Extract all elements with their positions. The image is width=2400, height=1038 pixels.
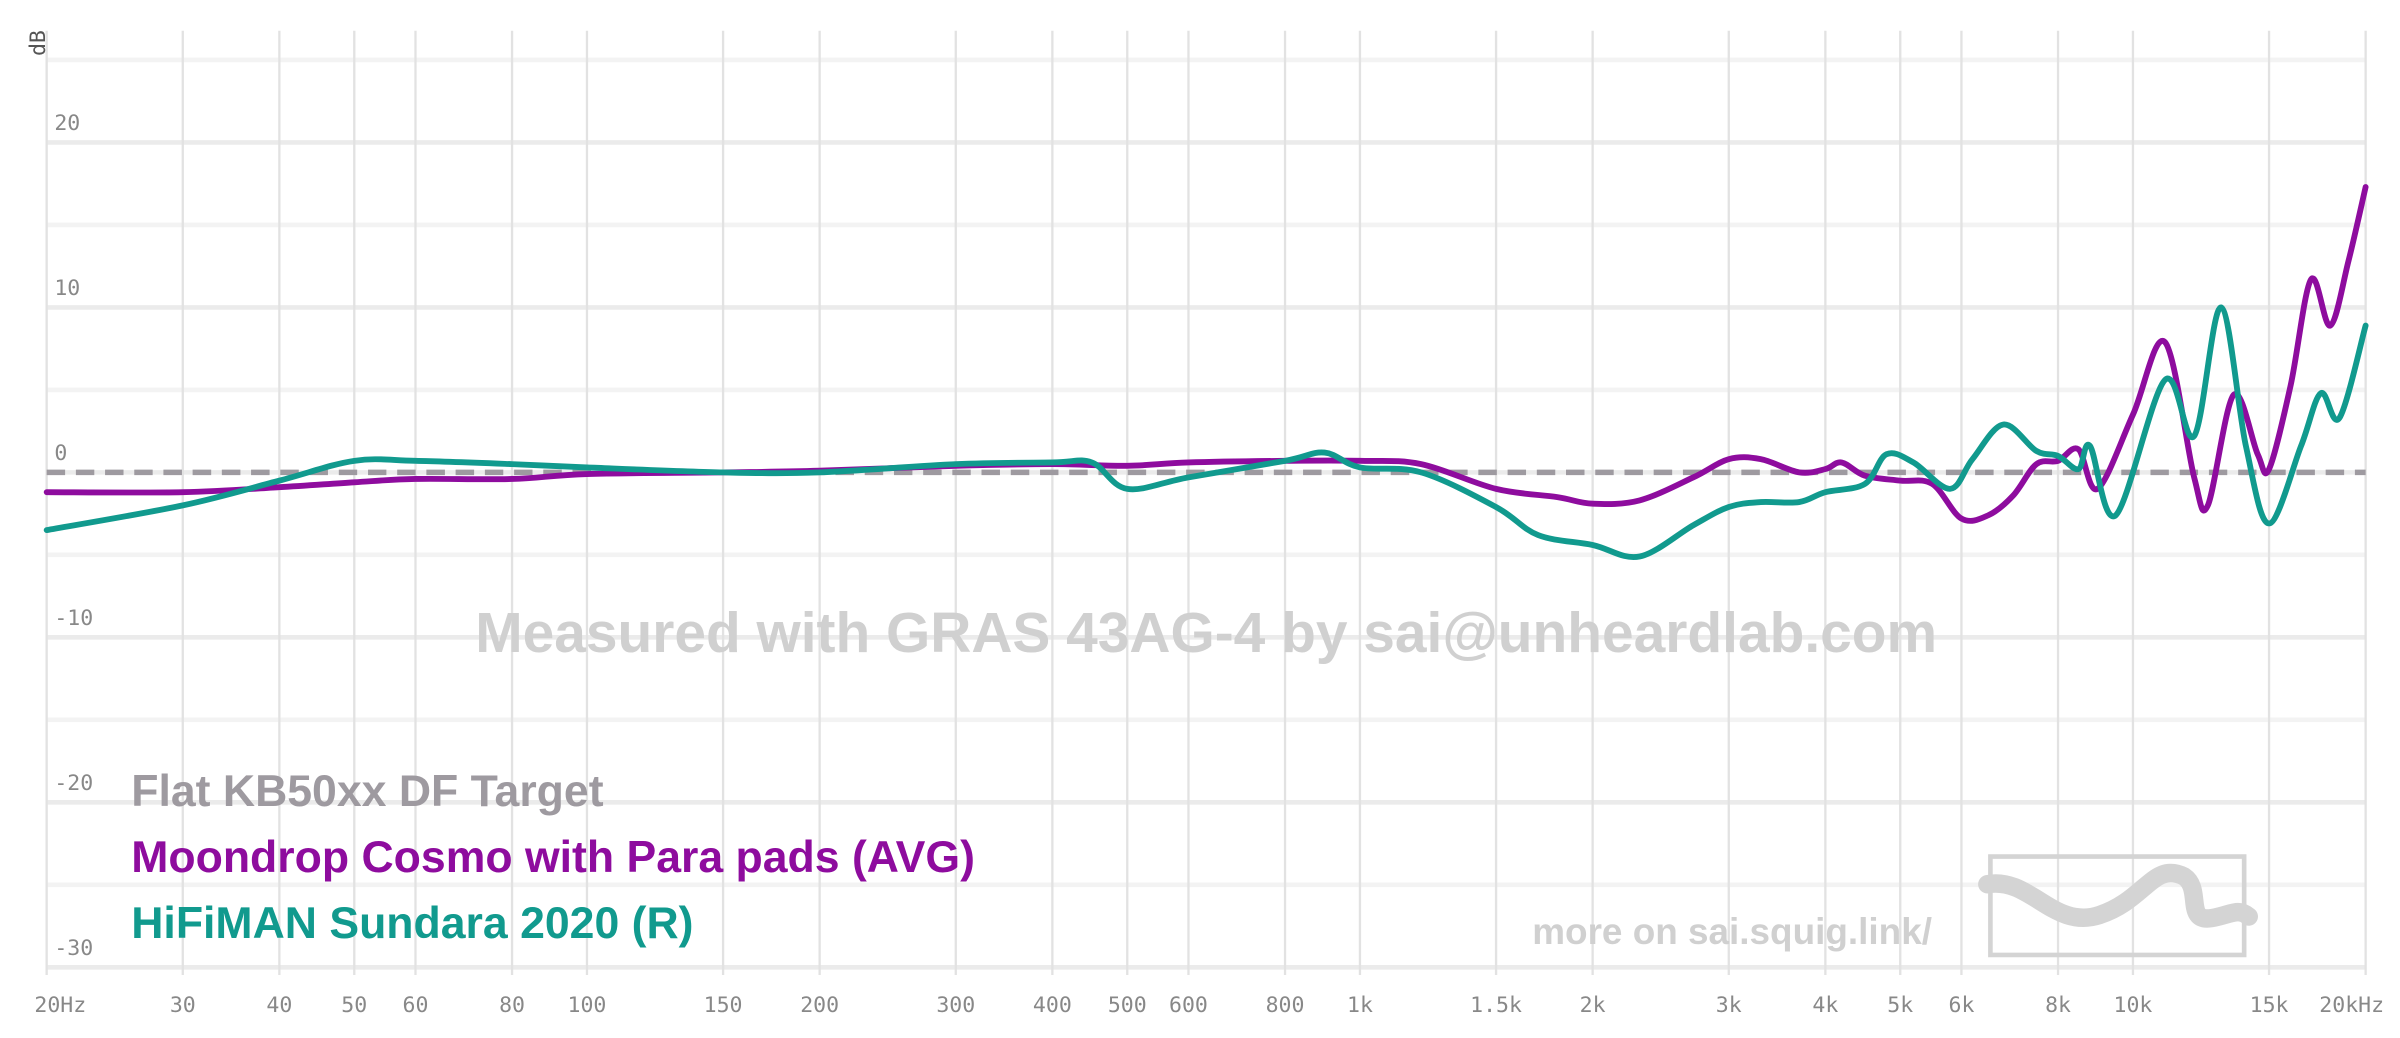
- lines: [43, 184, 2369, 561]
- series-line: [43, 304, 2369, 561]
- legend-entry: Flat KB50xx DF Target: [131, 767, 603, 816]
- x-tick-label: 80: [499, 993, 525, 1018]
- x-tick-label: 10k: [2114, 993, 2153, 1018]
- x-tick-label: 2k: [1580, 993, 1606, 1018]
- x-tick-label: 800: [1266, 993, 1305, 1018]
- x-tick-label: 50: [341, 993, 367, 1018]
- legend: Flat KB50xx DF Target Moondrop Cosmo with…: [131, 767, 975, 948]
- x-tick-label: 8k: [2045, 993, 2071, 1018]
- logo-squiggle: [1978, 863, 2258, 928]
- x-tick-label: 6k: [1948, 993, 1974, 1018]
- x-tick-label: 40: [266, 993, 292, 1018]
- grid: [45, 30, 2367, 975]
- y-tick-label: 10: [54, 276, 80, 301]
- x-tick-label: 1k: [1347, 993, 1373, 1018]
- x-tick-label: 4k: [1812, 993, 1838, 1018]
- x-tick-label: 15k: [2250, 993, 2289, 1018]
- y-tick-label: 20: [54, 111, 80, 136]
- x-tick-label: 100: [568, 993, 607, 1018]
- x-tick-label: 1.5k: [1470, 993, 1522, 1018]
- x-tick-label: 600: [1169, 993, 1208, 1018]
- watermark: Measured with GRAS 43AG-4 by sai@unheard…: [475, 601, 1937, 665]
- y-tick-label: -30: [54, 936, 93, 961]
- x-tick-label: 500: [1108, 993, 1147, 1018]
- x-tick-label: 400: [1033, 993, 1072, 1018]
- logo: [1978, 854, 2258, 958]
- x-tick-label: 200: [800, 993, 839, 1018]
- x-tick-label: 300: [936, 993, 975, 1018]
- x-tick-label: 60: [403, 993, 429, 1018]
- x-tick-label: 5k: [1887, 993, 1913, 1018]
- x-tick-label: 30: [170, 993, 196, 1018]
- link-annotation: more on sai.squig.link/: [1532, 911, 1932, 952]
- x-tick-label: 20kHz: [2319, 993, 2384, 1018]
- x-tick-label: 3k: [1716, 993, 1742, 1018]
- legend-entry: HiFiMAN Sundara 2020 (R): [131, 899, 693, 948]
- y-tick-label: -20: [54, 771, 93, 796]
- y-tick-label: 0: [54, 441, 67, 466]
- x-tick-label: 20Hz: [34, 993, 86, 1018]
- legend-entry: Moondrop Cosmo with Para pads (AVG): [131, 833, 975, 882]
- x-tick-label: 150: [704, 993, 743, 1018]
- y-tick-label: -10: [54, 606, 93, 631]
